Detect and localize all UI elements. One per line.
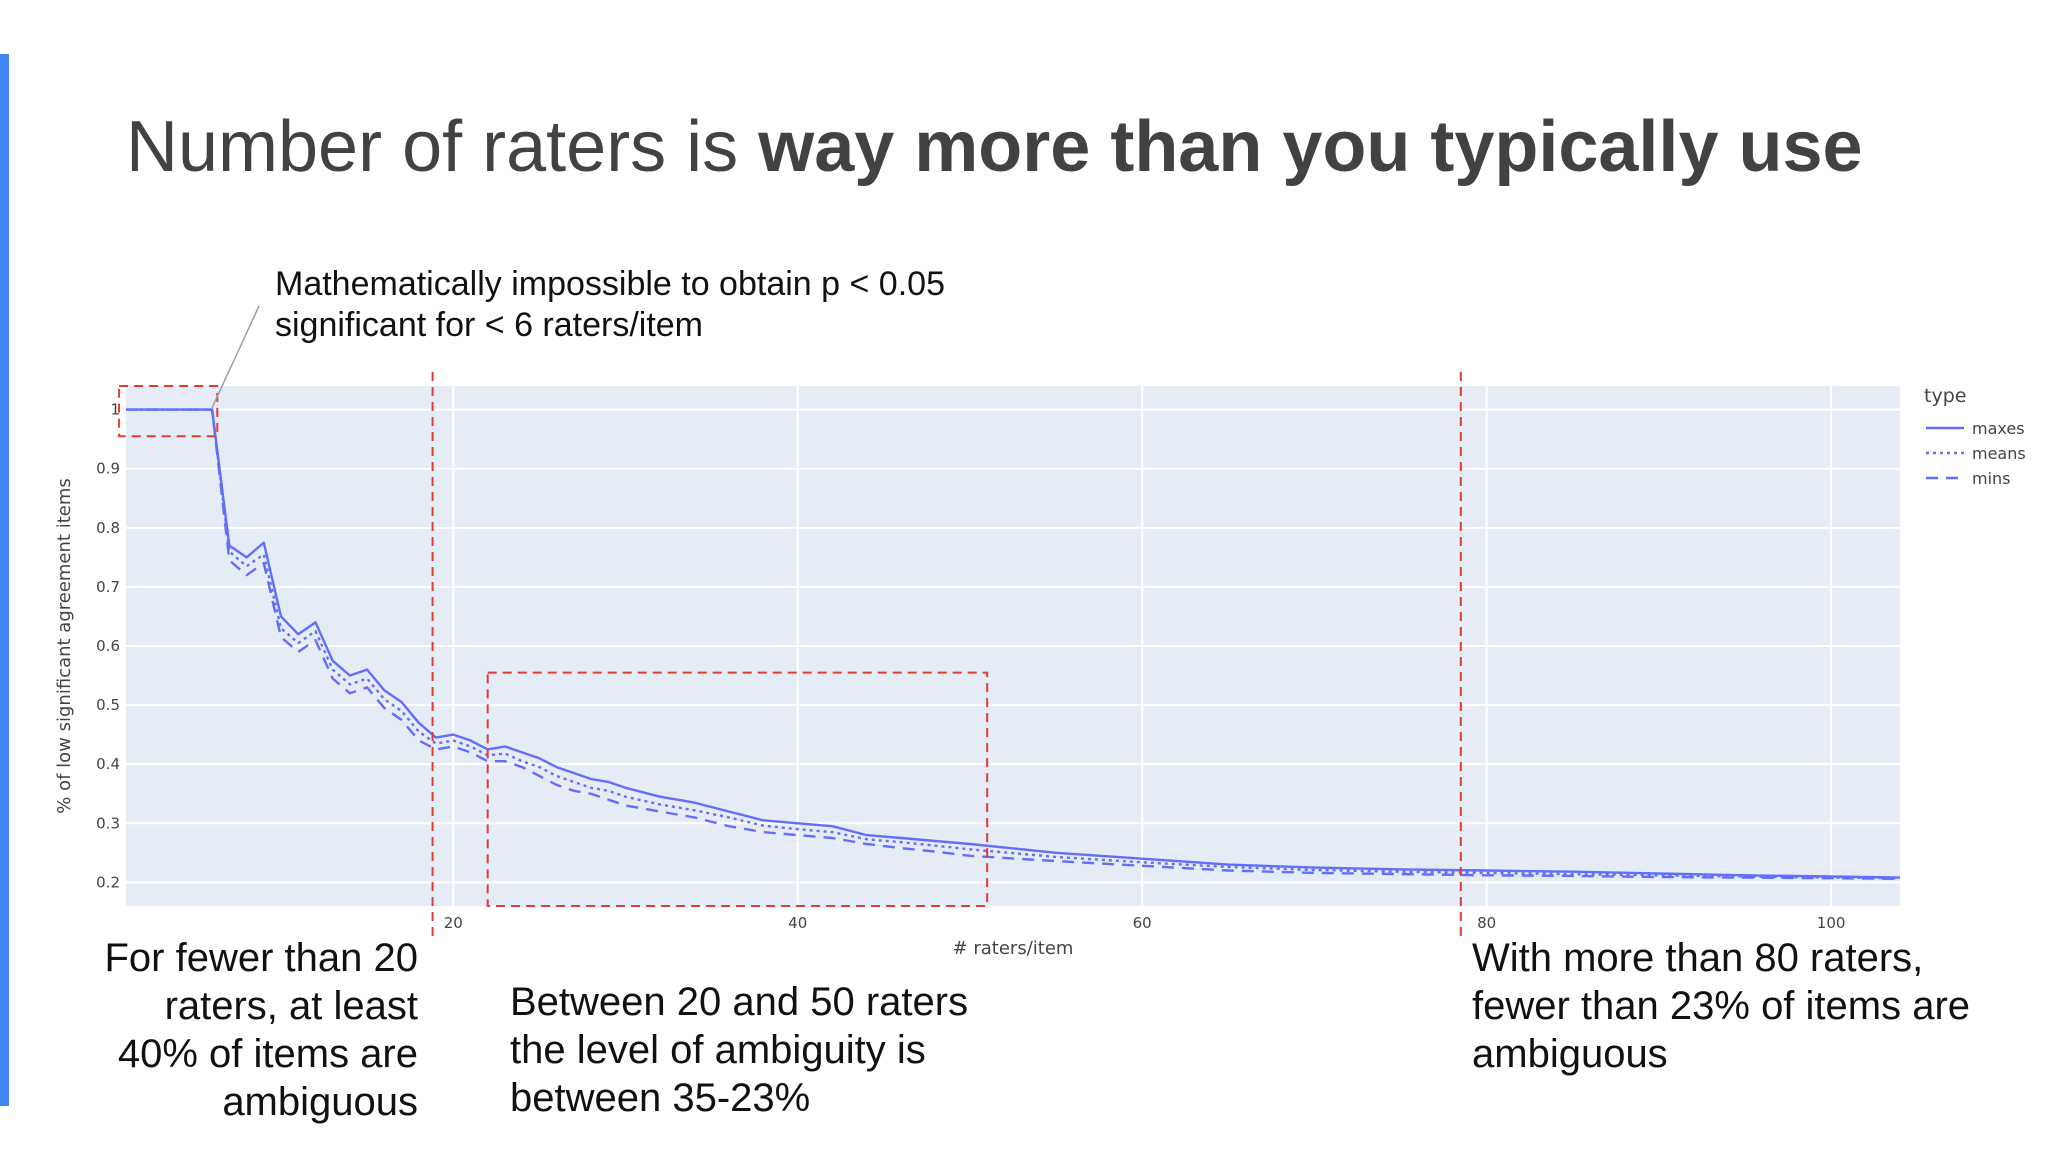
x-tick-label: 40 — [788, 914, 807, 932]
left-note-line: ambiguous — [222, 1080, 418, 1124]
left-note: For fewer than 20 raters, at least 40% o… — [60, 934, 419, 1126]
right-note-line: With more than 80 raters, — [1472, 936, 1924, 980]
callout-leader-line — [211, 305, 260, 409]
title-bold-part: way more than you typically use — [758, 107, 1863, 187]
highlight-box — [486, 671, 989, 907]
y-tick-label: 0.2 — [96, 873, 120, 891]
impossibility-callout: Mathematically impossible to obtain p < … — [275, 264, 945, 346]
middle-note-line: the level of ambiguity is — [510, 1028, 926, 1072]
callout-line-2: significant for < 6 raters/item — [275, 306, 704, 344]
y-tick-label: 0.4 — [96, 755, 120, 773]
y-tick-label: 0.8 — [96, 519, 120, 537]
y-tick-label: 0.3 — [96, 814, 120, 832]
series-line-mins — [126, 408, 1901, 880]
y-axis-title: % of low significant agreement items — [54, 478, 75, 813]
legend-label-maxes: maxes — [1972, 419, 2025, 438]
middle-note-line: Between 20 and 50 raters — [510, 980, 969, 1024]
legend-label-mins: mins — [1972, 469, 2011, 488]
x-tick-label: 100 — [1817, 914, 1846, 932]
highlight-box — [118, 385, 219, 438]
y-tick-label: 0.9 — [96, 460, 120, 478]
legend-title: type — [1924, 385, 1966, 407]
right-note-line: ambiguous — [1472, 1032, 1668, 1076]
y-tick-label: 0.6 — [96, 637, 120, 655]
middle-note-line: between 35-23% — [510, 1076, 811, 1120]
slide-title: Number of raters is way more than you ty… — [126, 106, 1863, 188]
right-note-line: fewer than 23% of items are — [1472, 984, 1971, 1028]
y-tick-label: 1 — [110, 401, 120, 419]
middle-note: Between 20 and 50 raters the level of am… — [510, 978, 1030, 1122]
right-note: With more than 80 raters, fewer than 23%… — [1472, 934, 2032, 1078]
left-note-line: 40% of items are — [117, 1032, 418, 1076]
callout-line-1: Mathematically impossible to obtain p < … — [275, 265, 945, 303]
y-tick-label: 0.7 — [96, 578, 120, 596]
accent-bar — [0, 54, 9, 1106]
x-tick-label: 20 — [444, 914, 463, 932]
left-note-line: raters, at least — [164, 984, 418, 1028]
legend-label-means: means — [1972, 444, 2026, 463]
x-tick-label: 80 — [1477, 914, 1496, 932]
y-tick-label: 0.5 — [96, 696, 120, 714]
title-normal-part: Number of raters is — [126, 107, 759, 187]
x-tick-label: 60 — [1133, 914, 1152, 932]
x-axis-title: # raters/item — [953, 938, 1074, 959]
series-line-maxes — [126, 408, 1901, 879]
left-note-line: For fewer than 20 — [104, 936, 419, 980]
